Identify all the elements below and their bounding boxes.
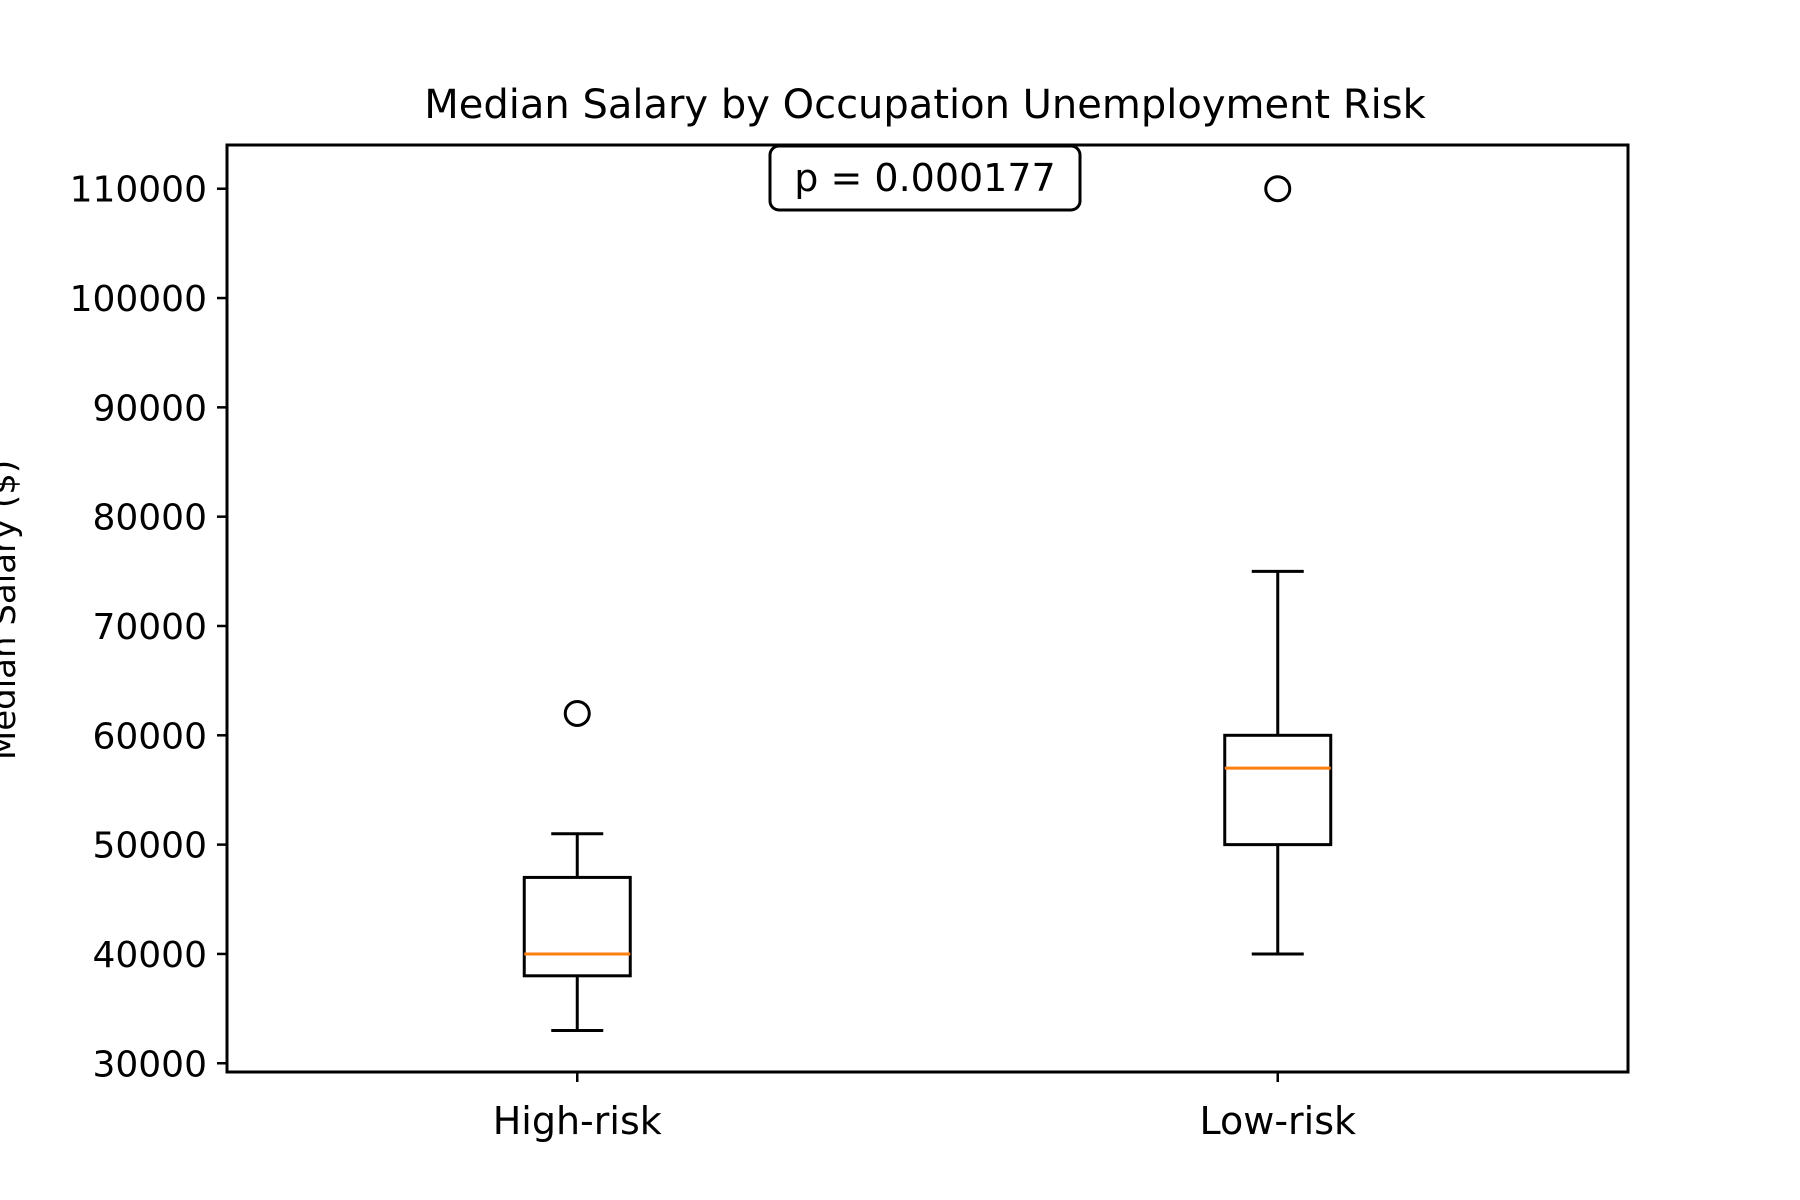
annotation-text: p = 0.000177 bbox=[794, 156, 1055, 200]
x-tick-label: High-risk bbox=[493, 1099, 662, 1143]
outlier-point bbox=[563, 699, 591, 727]
chart-title: Median Salary by Occupation Unemployment… bbox=[424, 82, 1426, 128]
y-tick-label: 110000 bbox=[70, 170, 207, 211]
p-value-annotation: p = 0.000177 bbox=[768, 144, 1082, 212]
outlier-point bbox=[1264, 175, 1292, 203]
y-tick-label: 50000 bbox=[92, 826, 207, 867]
x-tick-label: Low-risk bbox=[1199, 1099, 1356, 1143]
plot-area: 30000 40000 50000 60000 70000 80000 90000 10000… bbox=[70, 143, 1630, 1143]
y-tick-label: 60000 bbox=[92, 716, 207, 757]
box-iqr bbox=[1223, 733, 1333, 847]
box-iqr bbox=[522, 875, 632, 978]
y-tick-label: 100000 bbox=[70, 279, 207, 320]
plot-frame bbox=[225, 143, 1630, 1074]
y-tick-label: 80000 bbox=[92, 498, 207, 539]
y-tick-label: 90000 bbox=[92, 388, 207, 429]
annotation-box bbox=[768, 144, 1082, 212]
y-axis-label: Median Salary ($) bbox=[0, 460, 24, 760]
y-tick-label: 40000 bbox=[92, 935, 207, 976]
y-tick-label: 70000 bbox=[92, 607, 207, 648]
y-tick-label: 30000 bbox=[92, 1044, 207, 1085]
